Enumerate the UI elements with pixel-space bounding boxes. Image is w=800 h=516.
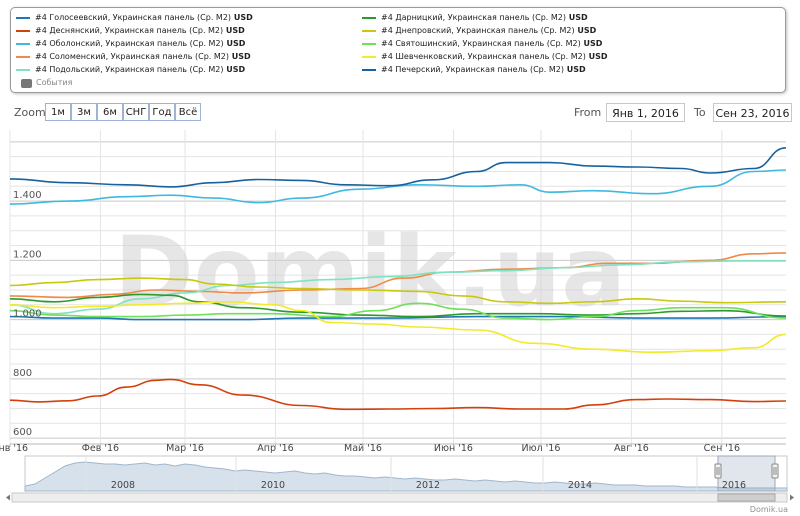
legend-series-name: #4 Подольский, Украинская панель (Ср. М2… — [35, 65, 224, 74]
to-date-input[interactable]: Сен 23, 2016 — [713, 103, 792, 122]
zoom-6m-button[interactable]: 6м — [97, 103, 123, 121]
legend-swatch — [16, 17, 30, 19]
events-label: События — [36, 78, 73, 87]
legend-unit: USD — [566, 13, 588, 22]
series-line[interactable] — [9, 260, 786, 315]
series-line[interactable] — [9, 300, 787, 354]
series-line[interactable] — [9, 293, 787, 318]
y-tick-label: 800 — [13, 368, 32, 379]
legend-swatch — [16, 69, 30, 71]
series-line[interactable] — [9, 378, 787, 411]
legend-series-name: #4 Оболонский, Украинская панель (Ср. М2… — [35, 39, 224, 48]
legend-swatch — [16, 30, 30, 32]
navigator-year-label: 2016 — [722, 480, 746, 491]
x-tick-label: Июн '16 — [434, 443, 473, 454]
y-tick-label: 1.200 — [13, 249, 42, 260]
legend-series-name: #4 Соломенский, Украинская панель (Ср. М… — [35, 52, 229, 61]
x-tick-label: Фев '16 — [82, 443, 119, 454]
legend-unit: USD — [563, 65, 586, 74]
navigator-year-label: 2008 — [111, 480, 135, 491]
legend-unit: USD — [580, 39, 603, 48]
navigator-year-label: 2010 — [261, 480, 285, 491]
legend-series-name: #4 Дарницкий, Украинская панель (Ср. М2) — [381, 13, 567, 22]
navigator: 2008 2010 2012 2014 2016 — [6, 455, 794, 503]
y-tick-label: 1.400 — [13, 190, 42, 201]
range-selector: Zoom 1м 3м 6м СНГ Год Всё From Янв 1, 20… — [0, 100, 800, 124]
navigator-year-label: 2012 — [416, 480, 440, 491]
legend-swatch — [16, 43, 30, 45]
x-tick-label: Мар '16 — [166, 443, 204, 454]
y-axis-labels: 600 800 1.000 1.200 1.400 — [13, 190, 42, 438]
legend-swatch — [362, 43, 376, 45]
chart-grid — [9, 130, 786, 445]
legend-series-name: #4 Святошинский, Украинская панель (Ср. … — [381, 39, 581, 48]
y-tick-label: 600 — [13, 427, 32, 438]
zoom-label: Zoom — [14, 106, 46, 119]
series-lines — [9, 147, 787, 411]
legend-series-name: #4 Печерский, Украинская панель (Ср. М2) — [381, 65, 564, 74]
from-date-input[interactable]: Янв 1, 2016 — [606, 103, 685, 122]
legend-unit: USD — [223, 65, 246, 74]
legend-swatch — [362, 30, 376, 32]
legend-swatch — [362, 17, 376, 19]
zoom-1m-button[interactable]: 1м — [45, 103, 71, 121]
legend-series-name: #4 Шевченковский, Украинская панель (Ср.… — [381, 52, 586, 61]
legend-unit: USD — [231, 13, 253, 22]
legend-series-name: #4 Днепровский, Украинская панель (Ср. М… — [381, 26, 575, 35]
zoom-ytd-button[interactable]: СНГ — [123, 103, 149, 121]
x-tick-label: Янв '16 — [0, 443, 28, 454]
navigator-series — [24, 461, 788, 492]
events-swatch — [21, 79, 32, 88]
credit-link[interactable]: Domik.ua — [750, 505, 788, 514]
from-label: From — [574, 106, 602, 119]
x-tick-label: Апр '16 — [257, 443, 293, 454]
series-line[interactable] — [9, 315, 787, 321]
series-line[interactable] — [9, 277, 787, 305]
legend-unit: USD — [223, 39, 246, 48]
scroll-right-arrow-icon[interactable] — [790, 494, 794, 501]
navigator-scrollbar-track[interactable] — [11, 492, 788, 503]
y-tick-label: 1.000 — [13, 309, 42, 320]
zoom-all-button[interactable]: Всё — [175, 103, 201, 121]
legend-unit: USD — [223, 26, 245, 35]
zoom-3m-button[interactable]: 3м — [71, 103, 97, 121]
x-tick-label: Сен '16 — [704, 443, 740, 454]
x-axis-labels: Янв '16 Фев '16 Мар '16 Апр '16 Май '16 Июн '… — [0, 443, 740, 454]
x-tick-label: Авг '16 — [614, 443, 649, 454]
watermark: Domik.ua — [114, 216, 626, 328]
chart-legend: #4 Голосеевский, Украинская панель (Ср. … — [10, 7, 786, 93]
series-line[interactable] — [9, 302, 787, 321]
scroll-left-arrow-icon[interactable] — [6, 494, 10, 501]
legend-series-name: #4 Голосеевский, Украинская панель (Ср. … — [35, 13, 232, 22]
x-tick-label: Июл '16 — [521, 443, 560, 454]
legend-swatch — [16, 56, 30, 58]
legend-swatch — [362, 56, 376, 58]
navigator-scrollbar-thumb[interactable] — [717, 493, 776, 502]
zoom-1y-button[interactable]: Год — [149, 103, 175, 121]
legend-unit: USD — [228, 52, 251, 61]
x-tick-label: Май '16 — [344, 443, 382, 454]
series-line[interactable] — [9, 169, 787, 205]
navigator-right-handle[interactable] — [771, 463, 779, 479]
legend-swatch — [362, 69, 376, 71]
series-line[interactable] — [9, 147, 787, 188]
legend-unit: USD — [585, 52, 608, 61]
navigator-year-label: 2014 — [568, 480, 592, 491]
navigator-left-handle[interactable] — [714, 463, 722, 479]
line-chart: Domik.ua 600 800 1.000 1.200 1.400 Янв '16 Фе… — [0, 130, 794, 514]
legend-unit: USD — [574, 26, 597, 35]
legend-series-name: #4 Деснянский, Украинская панель (Ср. М2… — [35, 26, 224, 35]
to-label: To — [694, 106, 706, 119]
